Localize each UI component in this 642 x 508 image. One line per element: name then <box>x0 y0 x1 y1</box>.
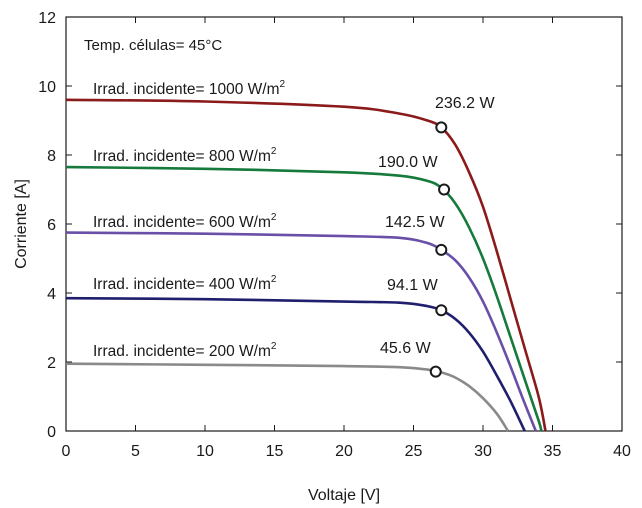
max-power-point-marker <box>435 243 448 256</box>
x-axis-title: Voltaje [V] <box>308 487 380 504</box>
series-line <box>65 165 543 432</box>
max-power-point-marker <box>438 183 451 196</box>
series-line <box>65 231 538 432</box>
series-name-superscript: 2 <box>271 146 277 157</box>
x-tick-label: 5 <box>131 443 140 460</box>
series-name-text: Irrad. incidente= 800 W/m <box>93 148 271 165</box>
series-name-text: Irrad. incidente= 1000 W/m <box>93 81 280 98</box>
temperature-note: Temp. células= 45°C <box>84 37 222 54</box>
x-tick-label: 20 <box>335 443 353 460</box>
x-tick-label: 35 <box>544 443 562 460</box>
max-power-label: 142.5 W <box>385 214 445 231</box>
x-tick-label: 10 <box>196 443 214 460</box>
series-name-label: Irrad. incidente= 400 W/m2 <box>93 274 277 293</box>
y-tick-label: 12 <box>38 10 56 27</box>
max-power-point-marker <box>429 365 442 378</box>
max-power-point-marker <box>435 304 448 317</box>
series-name-text: Irrad. incidente= 600 W/m <box>93 214 271 231</box>
y-axis-title: Corriente [A] <box>13 179 30 269</box>
x-tick-label: 40 <box>613 443 631 460</box>
x-tick-label: 15 <box>266 443 284 460</box>
y-tick-label: 2 <box>47 355 56 372</box>
y-tick-label: 10 <box>38 79 56 96</box>
max-power-label: 236.2 W <box>435 95 495 112</box>
series-name-label: Irrad. incidente= 200 W/m2 <box>93 341 277 360</box>
max-power-label: 94.1 W <box>387 277 439 294</box>
max-power-label: 190.0 W <box>378 154 438 171</box>
series-name-label: Irrad. incidente= 600 W/m2 <box>93 212 277 231</box>
series-line <box>65 362 510 432</box>
x-tick-label: 0 <box>62 443 71 460</box>
series-name-superscript: 2 <box>271 274 277 285</box>
x-tick-label: 30 <box>474 443 492 460</box>
series-name-text: Irrad. incidente= 200 W/m <box>93 343 271 360</box>
series-line <box>65 98 547 432</box>
x-tick-label: 25 <box>405 443 423 460</box>
y-tick-label: 8 <box>47 148 56 165</box>
series-name-superscript: 2 <box>271 212 277 223</box>
series-name-label: Irrad. incidente= 1000 W/m2 <box>93 79 286 98</box>
y-tick-label: 0 <box>47 424 56 441</box>
y-tick-label: 4 <box>47 286 56 303</box>
y-tick-label: 6 <box>47 217 56 234</box>
max-power-point-marker <box>435 121 448 134</box>
series-name-text: Irrad. incidente= 400 W/m <box>93 276 271 293</box>
series-name-label: Irrad. incidente= 800 W/m2 <box>93 146 277 165</box>
series-name-superscript: 2 <box>271 341 277 352</box>
series-name-superscript: 2 <box>280 79 286 90</box>
plot-area: 0 5 10 15 20 25 30 35 40 0 2 4 6 8 10 12 Irrad. incident… <box>38 10 631 460</box>
max-power-label: 45.6 W <box>380 340 432 357</box>
